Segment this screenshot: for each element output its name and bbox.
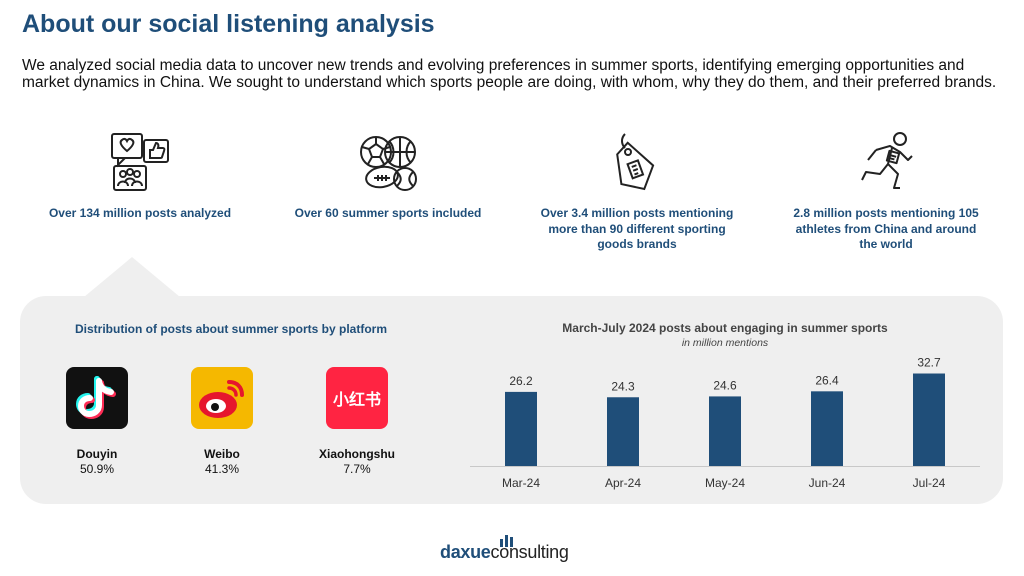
platform-douyin: Douyin 50.9% — [42, 367, 152, 476]
intro-paragraph: We analyzed social media data to uncover… — [22, 57, 997, 91]
stat-text: Over 3.4 million posts mentioning more t… — [540, 206, 734, 251]
data-label: 32.7 — [917, 356, 941, 370]
platform-share: 50.9% — [79, 462, 115, 476]
data-label: 26.2 — [509, 374, 533, 388]
platform-share: 7.7% — [343, 462, 371, 476]
stat-athletes-mentioned: 2.8 million posts mentioning 105 athlete… — [786, 130, 986, 253]
douyin-logo-icon — [66, 367, 128, 429]
chart-title: March-July 2024 posts about engaging in … — [562, 321, 888, 335]
bar-Jun-24 — [811, 391, 843, 466]
page-title: About our social listening analysis — [22, 10, 435, 38]
stat-posts-analyzed: Over 134 million posts analyzed — [40, 130, 240, 222]
x-tick-label: Jul-24 — [913, 476, 946, 490]
x-tick-label: Jun-24 — [809, 476, 846, 490]
bar-May-24 — [709, 396, 741, 466]
x-tick-label: Mar-24 — [502, 476, 540, 490]
stat-brands-mentioned: Over 3.4 million posts mentioning more t… — [537, 130, 737, 253]
chart-subtitle: in million mentions — [681, 337, 769, 349]
x-tick-label: May-24 — [705, 476, 745, 490]
distribution-title: Distribution of posts about summer sport… — [75, 322, 388, 336]
platform-share: 41.3% — [204, 462, 240, 476]
bar-Mar-24 — [505, 391, 537, 466]
stat-text: Over 60 summer sports included — [294, 206, 482, 220]
runner-icon — [861, 132, 913, 189]
social-media-icon — [111, 133, 169, 191]
platform-weibo: Weibo 41.3% — [167, 367, 277, 476]
data-label: 26.4 — [815, 373, 839, 387]
platform-name: Weibo — [204, 447, 240, 461]
platform-name: Xiaohongshu — [319, 447, 395, 461]
x-tick-label: Apr-24 — [605, 476, 641, 490]
bar-Apr-24 — [607, 397, 639, 466]
platform-xiaohongshu: 小红书 Xiaohongshu 7.7% — [302, 367, 412, 476]
weibo-logo-icon — [191, 367, 253, 429]
data-label: 24.6 — [713, 378, 737, 392]
daxue-consulting-logo: daxueconsulting — [440, 533, 600, 565]
bar-Jul-24 — [913, 373, 945, 466]
xiaohongshu-logo-icon: 小红书 — [326, 367, 388, 429]
data-label: 24.3 — [611, 379, 635, 393]
sports-balls-icon — [360, 136, 417, 191]
stat-text: 2.8 million posts mentioning 105 athlete… — [793, 206, 979, 251]
platform-name: Douyin — [76, 447, 118, 461]
price-tag-icon — [616, 133, 655, 191]
monthly-posts-bar-chart: 26.2 Mar-24 24.3 Apr-24 24.6 May-24 26.4 Jun-24… — [470, 356, 980, 490]
panel-pointer — [84, 257, 180, 297]
stat-sports-included: Over 60 summer sports included — [288, 130, 488, 222]
stat-text: Over 134 million posts analyzed — [48, 206, 232, 220]
